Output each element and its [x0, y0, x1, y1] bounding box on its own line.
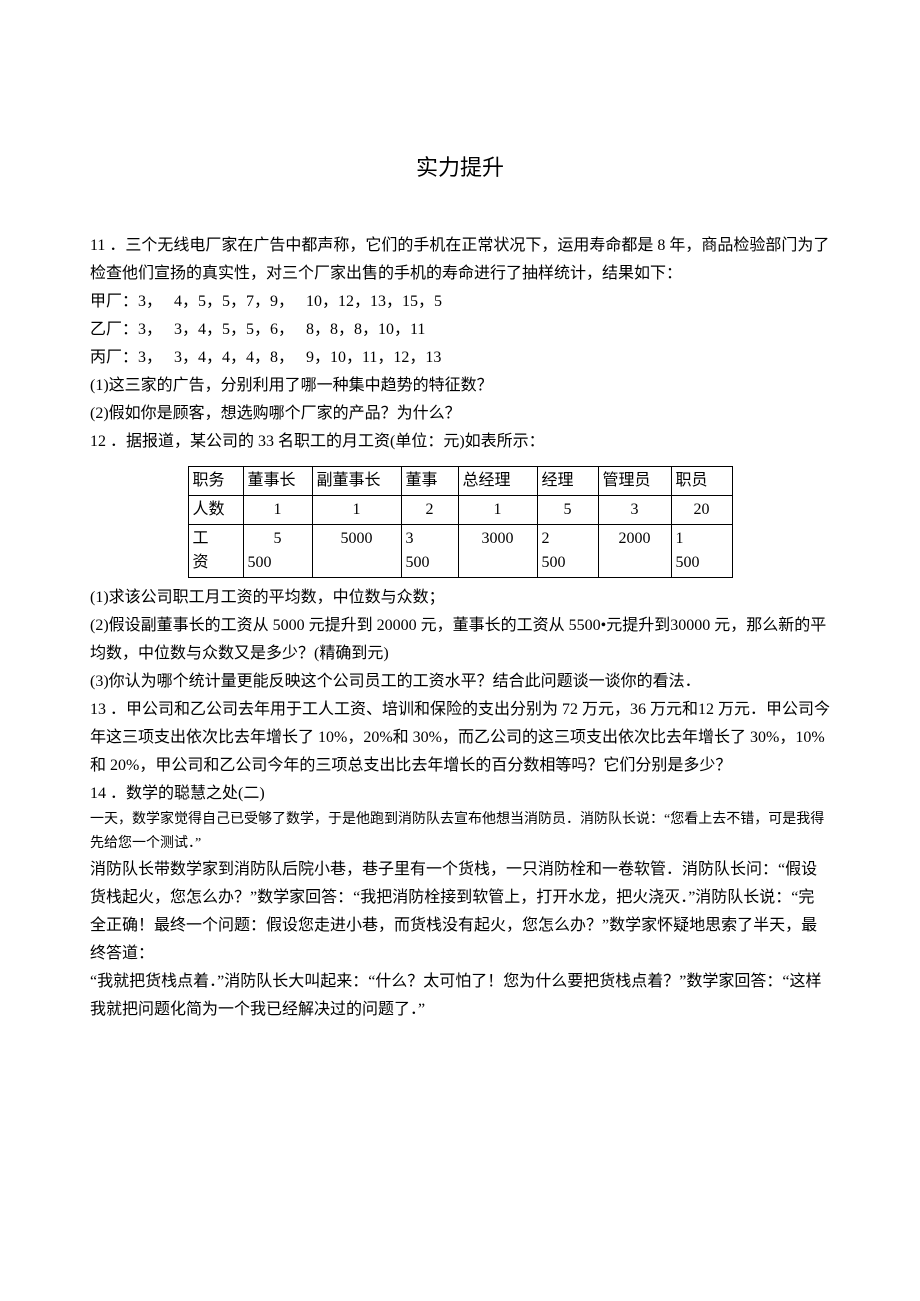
page-title: 实力提升: [90, 150, 830, 182]
wage-c7-l1: 1: [676, 530, 684, 547]
table-header-cell: 经理: [537, 467, 598, 496]
table-header-cell: 副董事长: [312, 467, 401, 496]
wage-c1-l2: 500: [248, 554, 272, 571]
q11-sub1: (1)这三家的广告，分别利用了哪一种集中趋势的特征数？: [90, 372, 830, 400]
table-row: 职务 董事长 副董事长 董事 总经理 经理 管理员 职员: [188, 467, 732, 496]
q13: 13 ．甲公司和乙公司去年用于工人工资、培训和保险的支出分别为 72 万元，36…: [90, 696, 830, 780]
q11-intro: 11 ．三个无线电厂家在广告中都声称，它们的手机在正常状况下，运用寿命都是 8 …: [90, 232, 830, 288]
table-cell: 1 500: [671, 525, 732, 578]
wage-label-l2: 资: [193, 554, 209, 571]
table-header-cell: 董事: [401, 467, 458, 496]
q12-intro: 12 ．据报道，某公司的 33 名职工的月工资(单位：元)如表所示：: [90, 428, 830, 456]
q14-story-3: “我就把货栈点着．”消防队长大叫起来：“什么？太可怕了！您为什么要把货栈点着？”…: [90, 968, 830, 1024]
table-row: 人数 1 1 2 1 5 3 20: [188, 496, 732, 525]
wage-c1-l1: 5: [248, 527, 308, 551]
q11-data-jia: 甲厂：3， 4，5，5，7，9， 10，12，13，15，5: [90, 288, 830, 316]
table-cell: 5000: [312, 525, 401, 578]
document-page: 实力提升 11 ．三个无线电厂家在广告中都声称，它们的手机在正常状况下，运用寿命…: [0, 0, 920, 1104]
table-header-cell: 职务: [188, 467, 243, 496]
q14-story-2: 消防队长带数学家到消防队后院小巷，巷子里有一个货栈，一只消防栓和一卷软管．消防队…: [90, 856, 830, 968]
table-cell: 1: [312, 496, 401, 525]
wage-c3-l2: 500: [406, 554, 430, 571]
table-cell: 3000: [458, 525, 537, 578]
wage-c7-l2: 500: [676, 554, 700, 571]
table-header-cell: 董事长: [243, 467, 312, 496]
q12-sub2: (2)假设副董事长的工资从 5000 元提升到 20000 元，董事长的工资从 …: [90, 612, 830, 668]
q11-data-yi: 乙厂：3， 3，4，5，5，6， 8，8，8，10，11: [90, 316, 830, 344]
table-cell: 人数: [188, 496, 243, 525]
wage-c3-l1: 3: [406, 530, 414, 547]
table-cell: 3: [598, 496, 671, 525]
table-cell: 2: [401, 496, 458, 525]
q11-sub2: (2)假如你是顾客，想选购哪个厂家的产品？为什么？: [90, 400, 830, 428]
q14-title: 14 ．数学的聪慧之处(二): [90, 780, 830, 808]
table-header-cell: 职员: [671, 467, 732, 496]
wage-c5-l2: 500: [542, 554, 566, 571]
table-header-cell: 总经理: [458, 467, 537, 496]
table-cell: 2000: [598, 525, 671, 578]
wage-label-l1: 工: [193, 530, 209, 547]
table-cell: 5: [537, 496, 598, 525]
table-cell: 1: [458, 496, 537, 525]
table-cell: 1: [243, 496, 312, 525]
table-cell: 5 500: [243, 525, 312, 578]
table-cell: 工 资: [188, 525, 243, 578]
q12-sub1: (1)求该公司职工月工资的平均数，中位数与众数；: [90, 584, 830, 612]
table-cell: 3 500: [401, 525, 458, 578]
table-cell: 20: [671, 496, 732, 525]
wage-c5-l1: 2: [542, 530, 550, 547]
table-cell: 2 500: [537, 525, 598, 578]
salary-table: 职务 董事长 副董事长 董事 总经理 经理 管理员 职员 人数 1 1 2 1 …: [188, 466, 733, 578]
q14-story-1: 一天，数学家觉得自己已受够了数学，于是他跑到消防队去宣布他想当消防员．消防队长说…: [90, 808, 830, 856]
table-header-cell: 管理员: [598, 467, 671, 496]
q12-sub3: (3)你认为哪个统计量更能反映这个公司员工的工资水平？结合此问题谈一谈你的看法．: [90, 668, 830, 696]
q11-data-bing: 丙厂：3， 3，4，4，4，8， 9，10，11，12，13: [90, 344, 830, 372]
table-row: 工 资 5 500 5000 3 500 3000 2 500 2000 1 5…: [188, 525, 732, 578]
